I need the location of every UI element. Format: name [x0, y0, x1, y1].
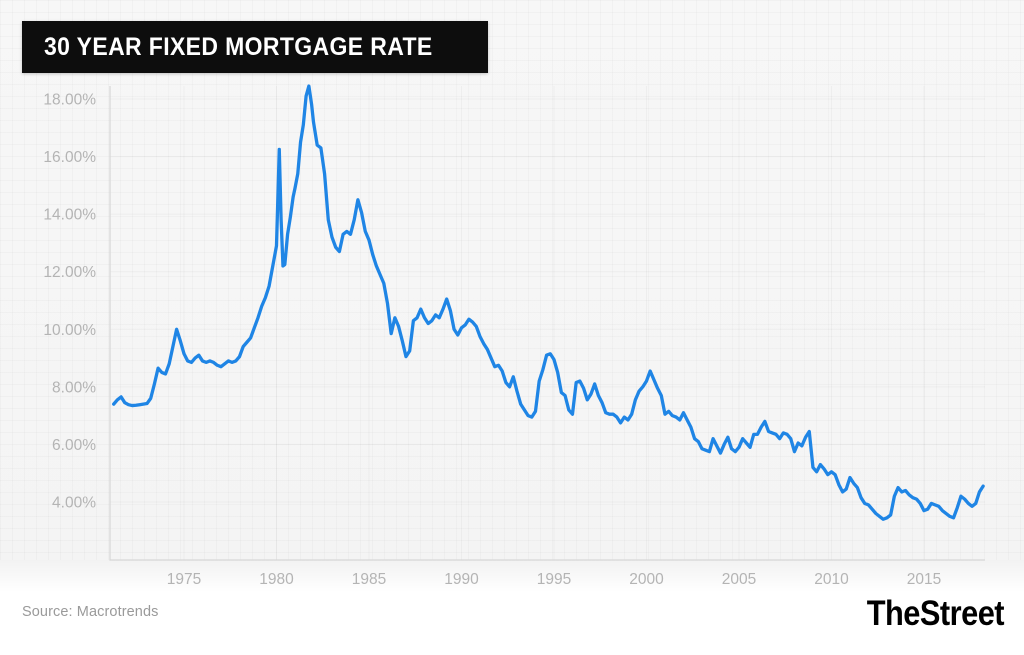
y-axis-tick-label: 12.00%	[43, 264, 96, 281]
y-axis-tick-label: 4.00%	[52, 495, 96, 512]
y-axis-tick-label: 6.00%	[52, 437, 96, 454]
chart-background	[0, 0, 1024, 592]
y-axis-tick-label: 10.00%	[43, 322, 96, 339]
x-axis-tick-label: 1980	[259, 571, 294, 588]
x-axis-tick-label: 2010	[814, 571, 849, 588]
x-axis-tick-label: 1990	[444, 571, 479, 588]
x-axis-tick-label: 2005	[722, 571, 756, 588]
chart-background-fade	[0, 560, 1024, 592]
footer: Source: Macrotrends TheStreet	[0, 592, 1024, 655]
x-axis-tick-label: 2015	[907, 571, 941, 588]
source-attribution: Source: Macrotrends	[22, 604, 159, 620]
page-title: 30 YEAR FIXED MORTGAGE RATE	[44, 32, 433, 61]
y-axis-tick-label: 8.00%	[52, 379, 96, 396]
series-line-mortgage-rate	[112, 84, 985, 521]
plot-area: 4.00% 6.00% 8.00% 10.00% 12.00% 14.00% 16.00% 1…	[43, 84, 985, 588]
x-axis-tick-label: 2000	[629, 571, 664, 588]
brand-logo: TheStreet	[866, 594, 1005, 633]
line-chart: 4.00% 6.00% 8.00% 10.00% 12.00% 14.00% 16.00% 1…	[43, 84, 985, 588]
x-axis-tick-label: 1975	[167, 571, 201, 588]
x-axis-tick-label: 1985	[352, 571, 386, 588]
title-banner: 30 YEAR FIXED MORTGAGE RATE	[22, 21, 489, 73]
y-axis-tick-label: 14.00%	[43, 207, 96, 224]
x-axis-tick-label: 1995	[537, 571, 571, 588]
y-axis-tick-label: 16.00%	[43, 149, 96, 166]
y-axis-tick-label: 18.00%	[43, 92, 96, 109]
